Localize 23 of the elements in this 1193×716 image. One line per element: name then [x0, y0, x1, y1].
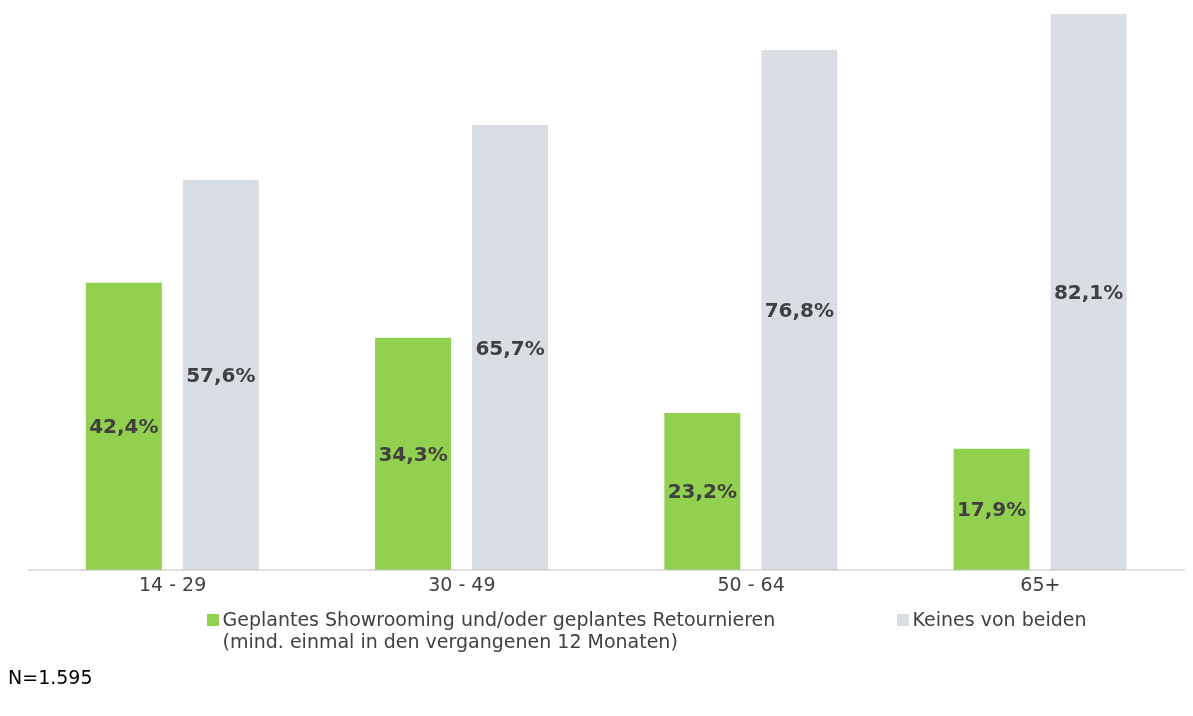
data-label: 23,2%: [667, 479, 738, 504]
x-tick-label: 50 - 64: [717, 573, 785, 596]
bar: [1050, 14, 1127, 570]
text: N=1.595: [8, 666, 94, 688]
legend-label: Keines von beiden: [912, 608, 1087, 630]
legend-label: Geplantes Showrooming und/oder geplantes Retournieren (mind. einmal in den vergangenen 12 Monaten): [222, 608, 777, 652]
data-label: 34,3%: [378, 441, 448, 466]
x-tick-label: 30 - 49: [428, 573, 496, 596]
bar: [761, 49, 838, 570]
bar: [472, 125, 549, 570]
bar: [953, 448, 1030, 570]
x-tick-label: 65+: [1020, 573, 1061, 596]
bar: [375, 337, 452, 570]
data-label: 17,9%: [956, 497, 1027, 522]
data-label: 65,7%: [475, 335, 545, 360]
data-label: 82,1%: [1053, 280, 1124, 304]
data-label: 76,8%: [764, 297, 835, 322]
data-label: 42,4%: [89, 414, 159, 439]
bar: [85, 282, 162, 570]
data-label: 57,6%: [186, 362, 256, 387]
bar: [664, 412, 741, 570]
x-tick-label: 14 - 29: [138, 573, 207, 596]
bar: [182, 179, 259, 570]
